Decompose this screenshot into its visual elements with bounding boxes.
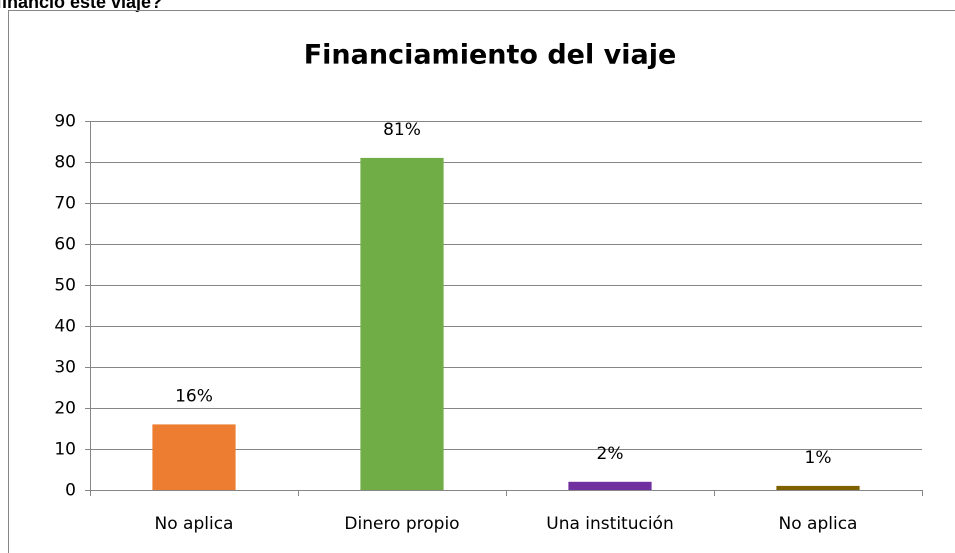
x-tick-label: No aplica xyxy=(779,514,858,534)
x-tick-label: No aplica xyxy=(155,514,234,534)
y-tick-label: 0 xyxy=(65,481,76,501)
x-tick-label: Dinero propio xyxy=(344,514,459,534)
data-label: 1% xyxy=(805,448,832,468)
data-label: 2% xyxy=(597,444,624,464)
y-tick-label: 10 xyxy=(54,440,76,460)
y-tick-label: 20 xyxy=(54,399,76,419)
page-heading: financió este viaje? xyxy=(0,0,162,12)
bar xyxy=(360,157,444,490)
chart-border xyxy=(8,10,955,553)
bar xyxy=(152,424,236,490)
y-tick-label: 80 xyxy=(54,153,76,173)
bar xyxy=(776,485,860,490)
data-label: 81% xyxy=(383,120,421,140)
y-tick-label: 30 xyxy=(54,358,76,378)
bar xyxy=(568,481,652,490)
chart-title: Financiamiento del viaje xyxy=(304,40,677,71)
data-label: 16% xyxy=(175,386,213,406)
y-tick-label: 90 xyxy=(54,112,76,132)
y-tick-label: 70 xyxy=(54,194,76,214)
y-tick-label: 40 xyxy=(54,317,76,337)
y-tick-label: 60 xyxy=(54,235,76,255)
y-tick-label: 50 xyxy=(54,276,76,296)
x-tick-label: Una institución xyxy=(546,514,673,534)
